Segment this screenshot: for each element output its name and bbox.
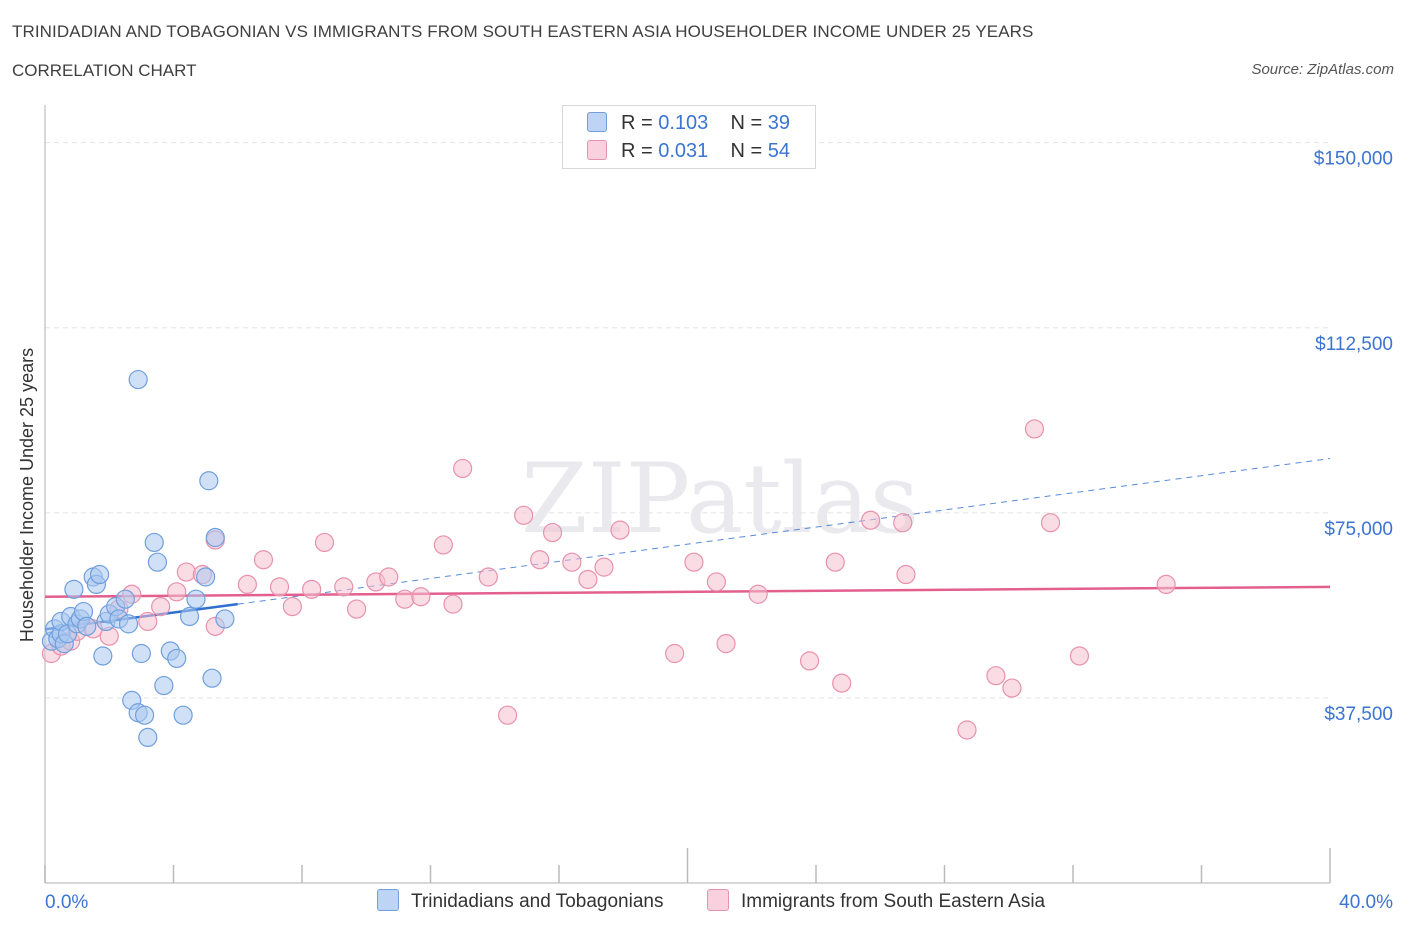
point-se-asia [748,584,768,604]
legend-swatch-pink-bottom [707,889,729,911]
point-se-asia [1024,419,1045,439]
point-trinidadian [128,369,148,390]
legend-swatch-blue [587,112,607,132]
legend-item-se-asia: Immigrants from South Eastern Asia [707,889,1045,913]
y-tick-label: $112,500 [1315,334,1393,355]
point-se-asia [893,513,913,533]
point-trinidadian [196,567,216,587]
point-se-asia [167,582,187,602]
chart-subtitle: CORRELATION CHART [12,61,197,80]
point-trinidadian [90,564,110,585]
point-se-asia [799,651,820,671]
point-se-asia [411,587,431,607]
point-se-asia [282,597,302,617]
point-se-asia [825,552,845,572]
trend-line-series1-extension [237,458,1331,605]
point-se-asia [302,579,322,599]
point-se-asia [716,634,736,654]
point-trinidadian [131,643,151,664]
point-se-asia [379,567,399,587]
point-se-asia [832,673,852,693]
point-se-asia [542,522,563,543]
point-se-asia [1156,574,1176,595]
legend-swatch-pink [587,140,607,160]
axes [44,105,1331,884]
y-tick-label: $37,500 [1324,704,1393,725]
point-trinidadian [215,609,235,629]
point-se-asia [896,564,916,585]
point-se-asia [1069,646,1090,666]
point-se-asia [334,577,354,597]
point-se-asia [578,569,598,590]
x-tick-label: 0.0% [45,892,88,913]
point-se-asia [706,572,727,592]
point-se-asia [433,535,453,555]
point-trinidadian [77,616,97,636]
point-se-asia [986,666,1006,686]
data-points [41,369,1176,748]
legend-row-series2: R = 0.031 N = 54 [587,140,790,164]
point-trinidadian [115,589,135,609]
point-trinidadian [173,705,193,725]
point-se-asia [176,562,196,582]
point-se-asia [498,705,518,725]
point-se-asia [395,589,415,609]
point-trinidadian [118,614,139,634]
point-trinidadian [167,648,187,669]
legend-row-series1: R = 0.103 N = 39 [587,112,790,136]
point-trinidadian [202,668,222,688]
point-se-asia [861,510,881,530]
point-se-asia [237,574,257,595]
y-tick-label: $150,000 [1314,149,1393,170]
point-se-asia [684,552,704,572]
point-trinidadian [154,675,174,696]
y-axis-label: Householder Income Under 25 years [17,348,37,642]
trend-line-series2 [44,585,1331,598]
point-se-asia [562,552,582,572]
point-se-asia [478,567,498,587]
point-se-asia [253,550,274,570]
point-trinidadian [134,705,155,725]
point-se-asia [314,532,335,553]
source-credit: Source: ZipAtlas.com [1251,61,1394,78]
point-se-asia [269,577,290,597]
correlation-legend: R = 0.103 N = 39 R = 0.031 N = 54 [562,105,816,169]
point-se-asia [138,611,158,632]
point-trinidadian [205,527,225,548]
point-se-asia [453,458,473,479]
x-tick-label: 40.0% [1339,892,1393,913]
point-trinidadian [64,579,84,599]
chart-title: TRINIDADIAN AND TOBAGONIAN VS IMMIGRANTS… [12,22,1034,41]
point-se-asia [530,550,550,570]
watermark: ZIPatlas [521,443,919,555]
point-se-asia [1002,678,1022,698]
point-trinidadian [186,589,206,609]
legend-swatch-blue-bottom [377,889,399,911]
legend-item-trinidadians: Trinidadians and Tobagonians [377,889,663,913]
point-se-asia [151,597,171,617]
point-trinidadian [144,532,164,553]
point-se-asia [443,594,463,614]
y-tick-label: $75,000 [1324,519,1393,540]
point-se-asia [610,520,630,540]
point-se-asia [514,505,534,525]
point-trinidadian [179,606,200,627]
point-se-asia [347,599,367,619]
point-se-asia [957,720,977,740]
point-trinidadian [93,646,113,666]
point-se-asia [1040,513,1061,533]
point-se-asia [594,557,614,577]
tick-labels: $37,500 $75,000 $112,500 $150,000 0.0% 40.0% [45,149,1393,913]
gridlines [45,142,1330,699]
point-trinidadian [199,471,219,491]
point-trinidadian [147,552,168,572]
point-se-asia [665,643,685,664]
point-trinidadian [138,727,158,748]
